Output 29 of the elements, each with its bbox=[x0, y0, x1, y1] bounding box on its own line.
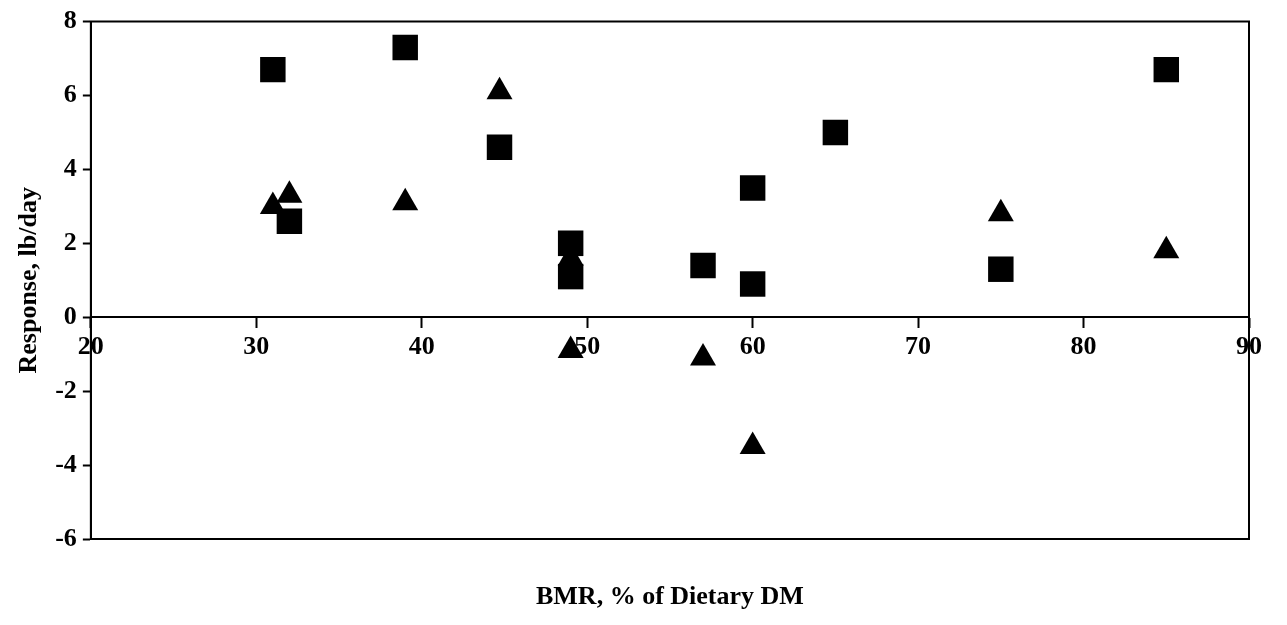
point bbox=[690, 252, 716, 279]
point bbox=[1153, 56, 1179, 83]
y-tick-label: -4 bbox=[55, 448, 77, 478]
point bbox=[739, 431, 766, 455]
point bbox=[739, 175, 766, 201]
y-tick-label: 8 bbox=[63, 5, 77, 35]
x-axis-title: BMR, % of Dietary DM bbox=[535, 580, 804, 610]
y-tick-label: 2 bbox=[63, 227, 77, 257]
point bbox=[557, 263, 584, 290]
point bbox=[739, 271, 766, 297]
y-tick-label: -2 bbox=[55, 374, 77, 404]
x-tick-label: 70 bbox=[905, 330, 932, 360]
point bbox=[392, 34, 418, 61]
y-tick-label: 4 bbox=[63, 153, 77, 183]
y-tick-label: -6 bbox=[55, 522, 77, 552]
point bbox=[557, 230, 584, 257]
x-tick-label: 40 bbox=[408, 330, 435, 360]
x-tick-label: 60 bbox=[739, 330, 766, 360]
point bbox=[260, 56, 286, 83]
x-tick-label: 30 bbox=[243, 330, 270, 360]
point bbox=[822, 119, 849, 146]
point bbox=[276, 208, 303, 234]
point bbox=[690, 342, 717, 366]
point bbox=[486, 134, 513, 160]
point bbox=[988, 256, 1014, 282]
y-axis-title: Response, lb/day bbox=[13, 187, 43, 374]
x-tick-label: 80 bbox=[1070, 330, 1097, 360]
y-tick-label: 0 bbox=[63, 300, 77, 330]
y-tick-label: 6 bbox=[63, 79, 77, 109]
